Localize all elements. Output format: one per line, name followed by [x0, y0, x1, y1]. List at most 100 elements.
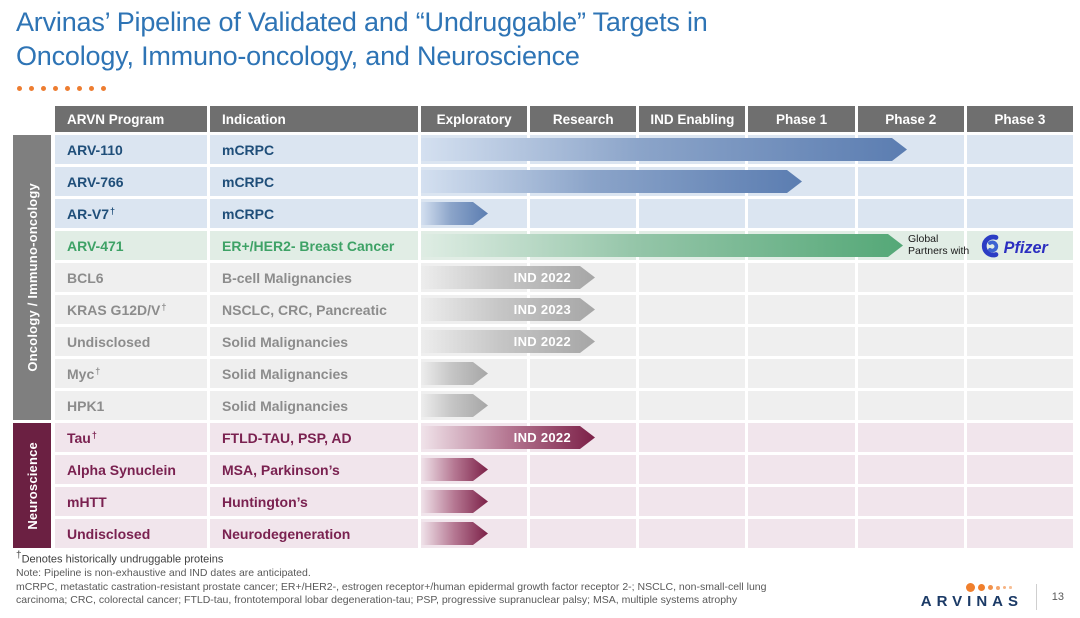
column-header-indication: Indication: [210, 106, 418, 132]
pipeline-progress-bar: [421, 362, 488, 385]
phase-cell: [966, 423, 1073, 452]
program-name: HPK1: [55, 391, 207, 420]
footer-divider: [1036, 583, 1037, 610]
phase-cell: [857, 167, 964, 196]
phase-cell: [857, 327, 964, 356]
phase-cell: [639, 423, 746, 452]
phase-cell: [530, 199, 637, 228]
phase-cell: [530, 519, 637, 548]
dagger-marker: †: [16, 550, 22, 561]
phase-cell: [748, 295, 855, 324]
column-header-exploratory: Exploratory: [421, 106, 528, 132]
partner-text: Global Partners with: [908, 233, 970, 257]
pipeline-progress-bar: [421, 490, 488, 513]
page-title-line-1: Arvinas’ Pipeline of Validated and “Undr…: [16, 7, 708, 37]
pipeline-progress-bar: IND 2022: [421, 266, 595, 289]
indication: Neurodegeneration: [210, 519, 418, 548]
column-header-research: Research: [530, 106, 637, 132]
ind-date-label: IND 2022: [513, 334, 571, 349]
phase-cell: [748, 423, 855, 452]
pipeline-progress-bar: IND 2022: [421, 330, 595, 353]
group-label-oncology-immuno-oncology: Oncology / Immuno-oncology: [13, 135, 51, 420]
column-header-phase-1: Phase 1: [748, 106, 855, 132]
pipeline-row-undisclosed: Undisclosed Solid Malignancies IND 2022: [55, 327, 1073, 356]
therapeutic-area-sidebar: Oncology / Immuno-oncology Neuroscience: [13, 135, 51, 548]
program-name: BCL6: [55, 263, 207, 292]
program-name: Undisclosed: [55, 519, 207, 548]
pipeline-row-arv-110: ARV-110 mCRPC: [55, 135, 1073, 164]
pipeline-row-hpk1: HPK1 Solid Malignancies: [55, 391, 1073, 420]
pipeline-row-mhtt: mHTT Huntington’s: [55, 487, 1073, 516]
ind-date-label: IND 2022: [513, 430, 571, 445]
group-label-neuroscience: Neuroscience: [13, 423, 51, 548]
program-name: mHTT: [55, 487, 207, 516]
indication: NSCLC, CRC, Pancreatic: [210, 295, 418, 324]
indication: Solid Malignancies: [210, 391, 418, 420]
phase-cell: [966, 455, 1073, 484]
indication: mCRPC: [210, 199, 418, 228]
indication: mCRPC: [210, 167, 418, 196]
pipeline-progress-bar: IND 2022: [421, 426, 595, 449]
phase-cell: [748, 263, 855, 292]
program-name: Tau †: [55, 423, 207, 452]
pipeline-row-undisclosed: Undisclosed Neurodegeneration: [55, 519, 1073, 548]
group-label-text: Oncology / Immuno-oncology: [24, 183, 40, 372]
footnote-dagger: †Denotes historically undruggable protei…: [16, 549, 766, 567]
phase-cell: [857, 295, 964, 324]
phase-cell: [748, 391, 855, 420]
ind-date-label: IND 2023: [513, 302, 571, 317]
pipeline-progress-bar: [421, 138, 907, 161]
pipeline-progress-bar: [421, 202, 488, 225]
indication: Solid Malignancies: [210, 327, 418, 356]
pipeline-table-header: ARVN Program Indication Exploratory Rese…: [55, 106, 1073, 132]
phase-cell: [857, 359, 964, 388]
phase-cell: [966, 167, 1073, 196]
phase-cell: [530, 455, 637, 484]
pipeline-rows: ARV-110 mCRPC ARV-766 mCRPC AR-V7 † mCRPC ARV-4…: [55, 135, 1073, 548]
phase-cell: [748, 487, 855, 516]
pfizer-logo: Pfizer: [981, 234, 1050, 257]
phase-cell: [966, 487, 1073, 516]
phase-cell: [966, 519, 1073, 548]
footnote-note: Note: Pipeline is non-exhaustive and IND…: [16, 567, 311, 580]
phase-cell: [857, 519, 964, 548]
pipeline-row-bcl6: BCL6 B-cell Malignancies IND 2022: [55, 263, 1073, 292]
phase-cell: [639, 487, 746, 516]
phase-cell: [748, 519, 855, 548]
phase-cell: [748, 327, 855, 356]
phase-cell: [966, 135, 1073, 164]
pipeline-row-arv-766: ARV-766 mCRPC: [55, 167, 1073, 196]
pipeline-progress-bar: IND 2023: [421, 298, 595, 321]
phase-cell: [748, 455, 855, 484]
phase-cell: [639, 359, 746, 388]
indication: mCRPC: [210, 135, 418, 164]
pipeline-row-myc: Myc † Solid Malignancies: [55, 359, 1073, 388]
pipeline-row-kras-g12d-v: KRAS G12D/V † NSCLC, CRC, Pancreatic IND 20…: [55, 295, 1073, 324]
program-name: ARV-766: [55, 167, 207, 196]
partner-annotation: Global Partners with Pfizer: [908, 231, 1060, 260]
column-header-phase-3: Phase 3: [966, 106, 1073, 132]
phase-cell: [639, 199, 746, 228]
pipeline-progress-bar: [421, 458, 488, 481]
pipeline-progress-bar: [421, 522, 488, 545]
column-header-ind-enabling: IND Enabling: [639, 106, 746, 132]
page-number: 13: [1051, 590, 1064, 603]
svg-text:Pfizer: Pfizer: [1004, 238, 1050, 256]
phase-cell: [857, 263, 964, 292]
phase-cell: [639, 519, 746, 548]
phase-cell: [639, 455, 746, 484]
title-accent-dots-decoration: [17, 86, 106, 91]
phase-cell: [639, 295, 746, 324]
program-name: Undisclosed: [55, 327, 207, 356]
program-name: ARV-110: [55, 135, 207, 164]
indication: FTLD-TAU, PSP, AD: [210, 423, 418, 452]
phase-cell: [966, 199, 1073, 228]
column-header-phase-2: Phase 2: [857, 106, 964, 132]
phase-cell: [639, 391, 746, 420]
indication: MSA, Parkinson’s: [210, 455, 418, 484]
group-label-text: Neuroscience: [24, 441, 40, 530]
footnotes: †Denotes historically undruggable protei…: [16, 549, 766, 608]
phase-cell: [748, 359, 855, 388]
phase-cell: [966, 295, 1073, 324]
